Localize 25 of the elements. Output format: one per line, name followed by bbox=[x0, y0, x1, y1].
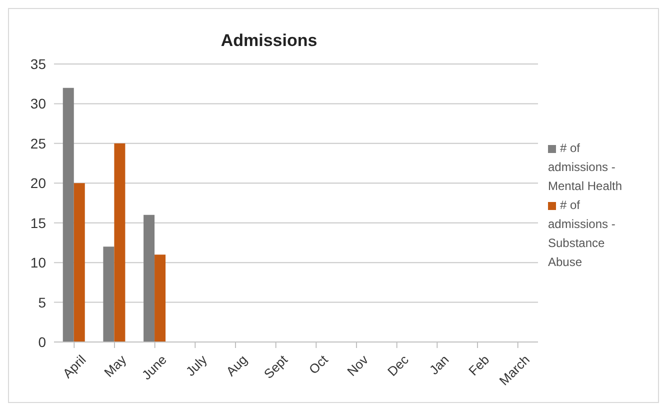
bar bbox=[103, 246, 114, 342]
x-tick-label: Aug bbox=[223, 352, 250, 380]
x-tick-label: Feb bbox=[466, 352, 492, 378]
x-tick-label: Jan bbox=[426, 352, 452, 378]
x-tick-label: July bbox=[182, 352, 210, 379]
y-tick-label: 0 bbox=[38, 334, 46, 350]
x-tick-label: May bbox=[101, 352, 130, 380]
bar bbox=[62, 88, 74, 342]
x-tick-label: Dec bbox=[384, 352, 412, 379]
chart-title: Admissions bbox=[220, 31, 318, 51]
y-tick-label: 20 bbox=[30, 175, 46, 192]
y-tick-label: 30 bbox=[30, 96, 46, 112]
legend-label: # of admissions - Substance Abuse bbox=[548, 198, 616, 269]
legend-label: # of admissions - Mental Health bbox=[548, 141, 622, 193]
bar bbox=[114, 143, 126, 342]
y-tick-label: 10 bbox=[30, 254, 46, 271]
bar bbox=[74, 183, 85, 342]
y-tick-label: 5 bbox=[38, 294, 46, 310]
bar bbox=[154, 254, 166, 342]
x-tick-label: Oct bbox=[306, 352, 332, 377]
y-tick-label: 35 bbox=[30, 56, 46, 72]
bar bbox=[144, 214, 155, 342]
y-tick-label: 15 bbox=[30, 214, 46, 231]
y-tick-label: 25 bbox=[30, 135, 46, 152]
x-tick-label: Nov bbox=[344, 352, 372, 379]
